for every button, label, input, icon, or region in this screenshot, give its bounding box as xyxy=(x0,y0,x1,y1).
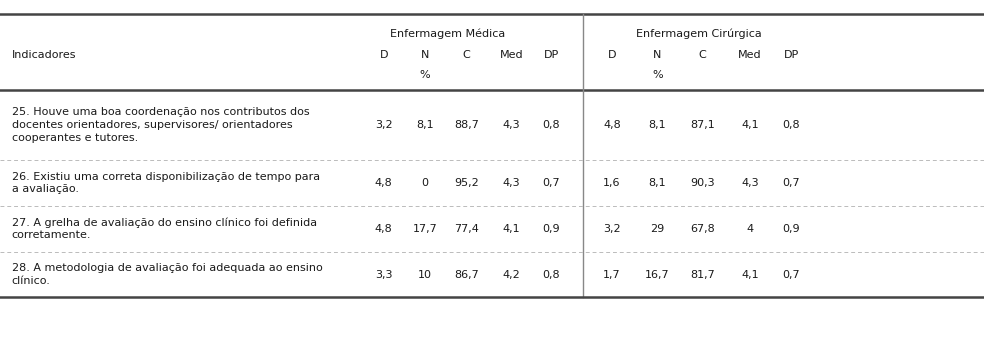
Text: 3,3: 3,3 xyxy=(375,270,393,279)
Text: 0,7: 0,7 xyxy=(542,178,560,188)
Text: 81,7: 81,7 xyxy=(690,270,715,279)
Text: Enfermagem Médica: Enfermagem Médica xyxy=(390,28,506,39)
Text: 29: 29 xyxy=(650,224,664,234)
Text: 4,8: 4,8 xyxy=(375,224,393,234)
Text: 77,4: 77,4 xyxy=(454,224,479,234)
Text: Med: Med xyxy=(738,50,762,59)
Text: 0,9: 0,9 xyxy=(782,224,800,234)
Text: 8,1: 8,1 xyxy=(416,120,434,130)
Text: 88,7: 88,7 xyxy=(454,120,479,130)
Text: 90,3: 90,3 xyxy=(690,178,715,188)
Text: 4,8: 4,8 xyxy=(375,178,393,188)
Text: 1,6: 1,6 xyxy=(603,178,621,188)
Text: Indicadores: Indicadores xyxy=(12,50,77,59)
Text: %: % xyxy=(652,70,662,80)
Text: 4,1: 4,1 xyxy=(741,120,759,130)
Text: Enfermagem Cirúrgica: Enfermagem Cirúrgica xyxy=(636,28,762,39)
Text: 0,7: 0,7 xyxy=(782,270,800,279)
Text: 87,1: 87,1 xyxy=(690,120,715,130)
Text: 8,1: 8,1 xyxy=(648,120,666,130)
Text: D: D xyxy=(380,50,388,59)
Text: clínico.: clínico. xyxy=(12,276,51,286)
Text: 4,3: 4,3 xyxy=(741,178,759,188)
Text: 8,1: 8,1 xyxy=(648,178,666,188)
Text: 4,3: 4,3 xyxy=(503,178,521,188)
Text: 25. Houve uma boa coordenação nos contributos dos: 25. Houve uma boa coordenação nos contri… xyxy=(12,107,309,117)
Text: D: D xyxy=(608,50,616,59)
Text: 4,1: 4,1 xyxy=(503,224,521,234)
Text: DP: DP xyxy=(543,50,559,59)
Text: N: N xyxy=(653,50,661,59)
Text: 0,8: 0,8 xyxy=(542,270,560,279)
Text: corretamente.: corretamente. xyxy=(12,230,92,240)
Text: 67,8: 67,8 xyxy=(690,224,715,234)
Text: C: C xyxy=(462,50,470,59)
Text: 4,8: 4,8 xyxy=(603,120,621,130)
Text: 95,2: 95,2 xyxy=(454,178,479,188)
Text: C: C xyxy=(699,50,707,59)
Text: 28. A metodologia de avaliação foi adequada ao ensino: 28. A metodologia de avaliação foi adequ… xyxy=(12,263,323,273)
Text: 86,7: 86,7 xyxy=(454,270,479,279)
Text: 17,7: 17,7 xyxy=(412,224,438,234)
Text: DP: DP xyxy=(783,50,799,59)
Text: 4,3: 4,3 xyxy=(503,120,521,130)
Text: 0,8: 0,8 xyxy=(542,120,560,130)
Text: docentes orientadores, supervisores/ orientadores: docentes orientadores, supervisores/ ori… xyxy=(12,120,292,130)
Text: Med: Med xyxy=(500,50,523,59)
Text: 0,7: 0,7 xyxy=(782,178,800,188)
Text: 27. A grelha de avaliação do ensino clínico foi definida: 27. A grelha de avaliação do ensino clín… xyxy=(12,217,317,228)
Text: 1,7: 1,7 xyxy=(603,270,621,279)
Text: 0: 0 xyxy=(421,178,429,188)
Text: 10: 10 xyxy=(418,270,432,279)
Text: 16,7: 16,7 xyxy=(645,270,670,279)
Text: 3,2: 3,2 xyxy=(375,120,393,130)
Text: 0,9: 0,9 xyxy=(542,224,560,234)
Text: 4: 4 xyxy=(746,224,754,234)
Text: 4,2: 4,2 xyxy=(503,270,521,279)
Text: a avaliação.: a avaliação. xyxy=(12,184,79,194)
Text: 0,8: 0,8 xyxy=(782,120,800,130)
Text: cooperantes e tutores.: cooperantes e tutores. xyxy=(12,133,138,143)
Text: 4,1: 4,1 xyxy=(741,270,759,279)
Text: %: % xyxy=(420,70,430,80)
Text: N: N xyxy=(421,50,429,59)
Text: 26. Existiu uma correta disponibilização de tempo para: 26. Existiu uma correta disponibilização… xyxy=(12,172,320,182)
Text: 3,2: 3,2 xyxy=(603,224,621,234)
